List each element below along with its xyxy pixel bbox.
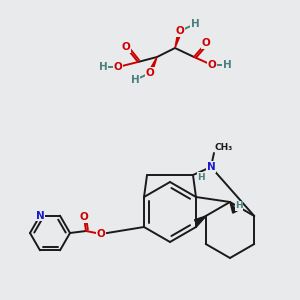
Text: H: H [190,19,200,29]
Text: O: O [176,26,184,36]
Text: H: H [235,202,243,211]
Text: H: H [99,62,107,72]
Text: O: O [208,60,216,70]
Text: O: O [80,212,88,222]
Polygon shape [148,57,157,74]
Polygon shape [175,30,182,48]
Text: N: N [36,211,44,221]
Text: H: H [197,172,205,182]
Text: H: H [130,75,140,85]
Polygon shape [230,202,237,213]
Text: N: N [207,162,215,172]
Text: O: O [114,62,122,72]
Text: O: O [202,38,210,48]
Text: H: H [223,60,231,70]
Text: O: O [122,42,130,52]
Text: O: O [146,68,154,78]
Polygon shape [194,216,206,224]
Text: O: O [97,229,105,239]
Text: CH₃: CH₃ [215,143,233,152]
